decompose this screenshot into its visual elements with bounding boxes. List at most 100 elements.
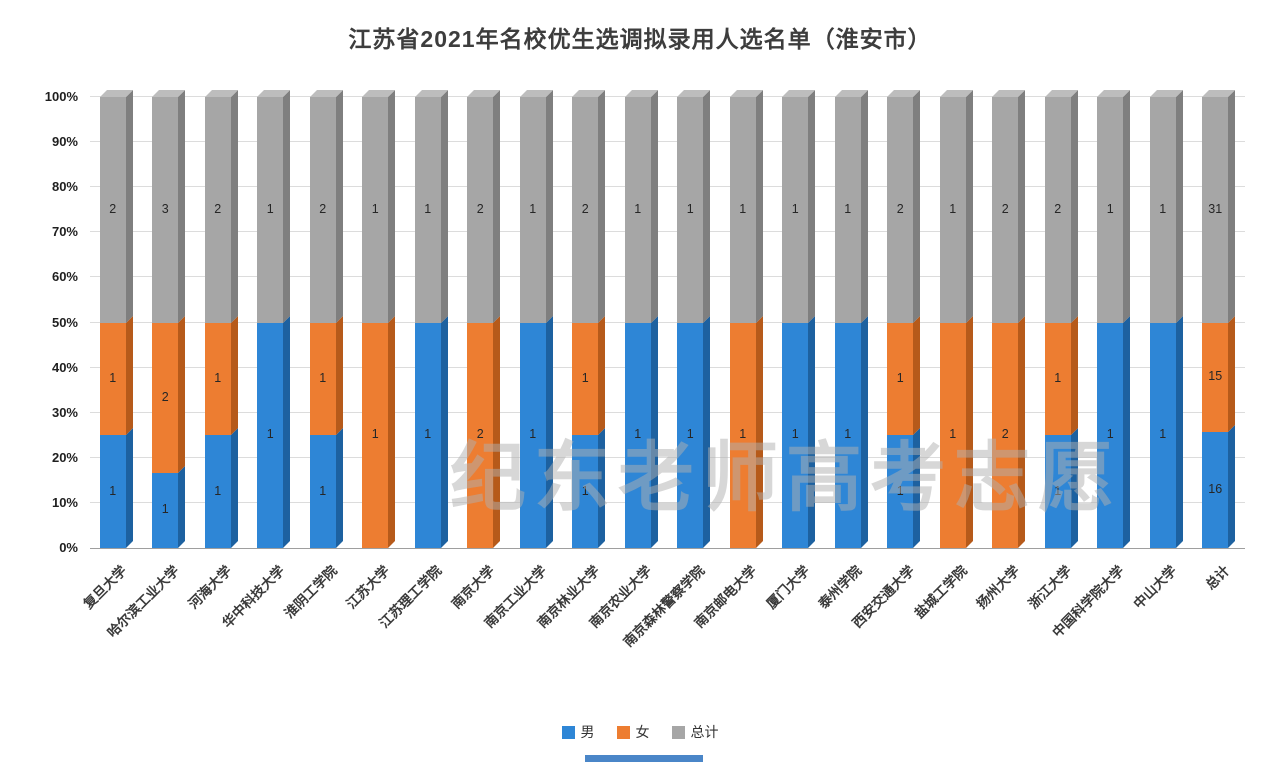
bar-side-face-segment (650, 315, 658, 548)
data-label: 1 (371, 201, 379, 216)
bottom-blue-strip (585, 755, 703, 762)
bar-segment-total (309, 97, 336, 323)
data-label: 1 (1054, 370, 1062, 385)
data-label: 1 (634, 427, 642, 442)
legend-label: 总计 (690, 724, 719, 740)
y-axis-tick-label: 90% (51, 134, 78, 150)
bar-segment-female (887, 322, 914, 436)
bar-segment-total (729, 97, 756, 323)
bar-side-face (440, 90, 448, 548)
data-label: 1 (319, 370, 327, 385)
y-axis-tick-label: 20% (51, 449, 78, 465)
data-label: 2 (109, 201, 117, 216)
data-label: 1 (214, 370, 222, 385)
bar-segment-total (1149, 97, 1176, 323)
bar-side-face-segment (703, 90, 711, 323)
bar-side-face (1018, 90, 1026, 548)
bar-segment-total (362, 97, 389, 323)
bar-side-face-segment (913, 428, 921, 548)
gridline (90, 96, 1245, 97)
bar-side-face-segment (913, 315, 921, 436)
bar-side-face-segment (598, 90, 606, 323)
bar-segment-total (519, 97, 546, 323)
bar-side-face-segment (178, 90, 186, 323)
bar-segment-female (309, 322, 336, 436)
x-axis-category-label: 盐城工学院 (911, 562, 970, 622)
data-label: 1 (1106, 201, 1114, 216)
bar-segment-female (572, 322, 599, 436)
bar-segment-male (572, 435, 599, 548)
bar-8 (467, 90, 501, 548)
x-axis-category-label: 河海大学 (185, 562, 235, 612)
bar-side-face-segment (283, 315, 291, 548)
bar-side-face (913, 90, 921, 548)
bar-side-face-segment (493, 90, 501, 323)
bar-side-face-segment (965, 90, 973, 323)
y-axis-tick-label: 30% (51, 404, 78, 420)
gridline (90, 411, 1245, 413)
data-label: 1 (266, 201, 274, 216)
bar-side-face (545, 90, 553, 548)
bar-segment-male (1149, 322, 1176, 548)
bar-segment-male (624, 322, 651, 548)
bar-side-face-segment (1228, 90, 1236, 323)
bar-segment-male (1044, 435, 1071, 548)
data-label: 1 (949, 201, 957, 216)
bar-13 (729, 90, 763, 548)
bar-side-face-segment (808, 315, 816, 548)
data-label: 1 (214, 483, 222, 498)
data-label: 1 (266, 427, 274, 442)
data-label: 1 (581, 370, 589, 385)
bar-side-face (178, 90, 186, 548)
bar-side-face-segment (703, 315, 711, 548)
data-label: 31 (1208, 201, 1223, 216)
y-axis-tick-label: 50% (51, 314, 78, 330)
bar-segment-total (572, 97, 599, 323)
data-label: 2 (476, 427, 484, 442)
bar-segment-female (467, 322, 494, 548)
bar-segment-total (677, 97, 704, 323)
bar-side-face-segment (388, 90, 396, 323)
data-label: 1 (371, 427, 379, 442)
bar-side-face-segment (860, 315, 868, 548)
gridline (90, 321, 1245, 323)
data-label: 2 (1054, 201, 1062, 216)
data-label: 2 (214, 201, 222, 216)
bar-segment-male (677, 322, 704, 548)
x-axis-category-label: 厦门大学 (763, 562, 813, 612)
data-label: 2 (1001, 427, 1009, 442)
bar-segment-female (1202, 322, 1229, 432)
gridline (90, 276, 1245, 278)
gridline (90, 366, 1245, 368)
bar-segment-male (204, 435, 231, 548)
bar-side-face-segment (125, 315, 133, 436)
bar-5 (309, 90, 343, 548)
bar-side-face (650, 90, 658, 548)
bar-side-face-segment (965, 315, 973, 548)
bar-side-face (1175, 90, 1183, 548)
legend-marker-1 (561, 725, 575, 739)
bar-side-face (283, 90, 291, 548)
data-label: 1 (581, 483, 589, 498)
data-label: 15 (1208, 369, 1223, 384)
bar-side-face-segment (755, 90, 763, 323)
data-label: 1 (686, 201, 694, 216)
data-label: 1 (1159, 427, 1167, 442)
bar-side-face-segment (283, 90, 291, 323)
bar-side-face-segment (125, 428, 133, 548)
data-label: 16 (1208, 481, 1223, 496)
y-axis-tick-label: 60% (51, 269, 78, 285)
bar-segment-male (1202, 431, 1229, 548)
bar-segment-total (1097, 97, 1124, 323)
data-label: 1 (791, 201, 799, 216)
y-axis-tick-label: 40% (51, 359, 78, 375)
bar-side-face-segment (1070, 315, 1078, 436)
x-axis-category-label: 扬州大学 (973, 562, 1023, 612)
bar-side-face-segment (1070, 428, 1078, 548)
bar-9 (519, 90, 553, 548)
bar-side-face (335, 90, 343, 548)
legend-item-2: 女 (616, 722, 650, 742)
data-label: 1 (161, 502, 169, 517)
data-label: 1 (686, 427, 694, 442)
